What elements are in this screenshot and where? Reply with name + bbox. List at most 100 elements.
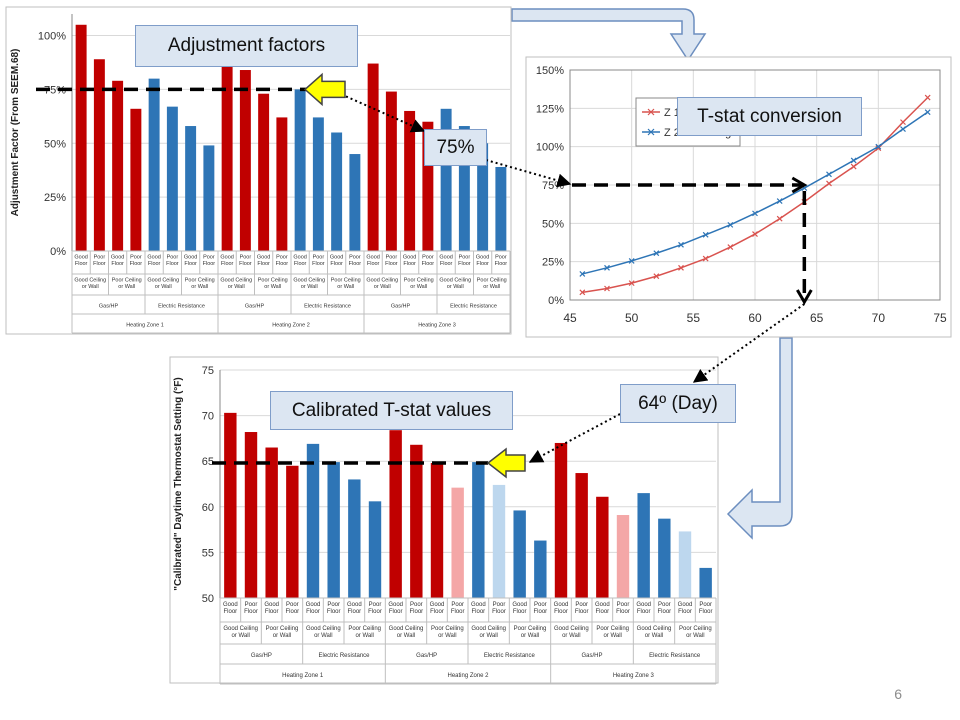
series-point	[702, 231, 709, 238]
x-category-floor: Good	[366, 255, 379, 261]
x-category-floor: Poor	[369, 602, 382, 608]
x-category-floor: Poor	[534, 602, 547, 608]
x-category-fuel: Electric Resistance	[649, 653, 701, 659]
bar	[554, 442, 568, 598]
x-category-floor: Good	[347, 602, 362, 608]
bar	[265, 447, 278, 598]
legend-label: Z 1	[664, 107, 680, 119]
bar	[472, 462, 485, 598]
x-category-floor: Floor	[678, 609, 692, 615]
x-category-ceiling: Poor Ceiling	[185, 278, 215, 284]
flow-arrow-top-right	[511, 8, 707, 62]
bar	[430, 463, 444, 598]
bar	[306, 443, 320, 598]
bar	[385, 91, 397, 252]
x-category-ceiling: or Wall	[374, 284, 391, 290]
flow-arrow-bottom-right	[726, 337, 793, 540]
x-category-ceiling: or Wall	[231, 633, 249, 639]
x-category-floor: Floor	[276, 261, 289, 267]
x-category-floor: Poor	[459, 255, 471, 261]
y-tick-label: 60	[202, 502, 214, 514]
x-category-floor: Floor	[699, 609, 713, 615]
x-tick-label: 60	[748, 311, 762, 325]
x-category-ceiling: or Wall	[645, 633, 663, 639]
yellow-arrow-bottom	[486, 447, 526, 479]
x-category-floor: Floor	[385, 261, 398, 267]
x-category-ceiling: or Wall	[155, 284, 172, 290]
x-category-floor: Floor	[451, 609, 465, 615]
x-category-ceiling: Good Ceiling	[74, 278, 106, 284]
x-category-floor: Poor	[240, 255, 252, 261]
x-category-floor: Floor	[294, 261, 307, 267]
x-category-floor: Poor	[276, 255, 288, 261]
x-category-floor: Poor	[495, 255, 507, 261]
x-category-ceiling: Poor Ceiling	[431, 626, 464, 632]
x-category-floor: Poor	[245, 602, 258, 608]
x-category-floor: Good	[147, 255, 160, 261]
x-category-fuel: Electric Resistance	[304, 304, 351, 310]
x-category-floor: Poor	[327, 602, 340, 608]
bar	[331, 132, 343, 251]
y-tick-label: 125%	[536, 103, 564, 115]
bar	[658, 518, 671, 598]
bar	[513, 510, 526, 598]
x-category-floor: Good	[636, 602, 651, 608]
x-category-floor: Floor	[409, 609, 423, 615]
x-category-floor: Poor	[658, 602, 671, 608]
series-point	[653, 273, 660, 280]
x-category-floor: Floor	[458, 261, 471, 267]
y-tick-label: 75%	[44, 84, 66, 96]
x-category-floor: Floor	[330, 261, 343, 267]
x-category-floor: Good	[554, 602, 569, 608]
x-category-floor: Good	[403, 255, 416, 261]
x-category-ceiling: Good Ceiling	[471, 626, 506, 632]
x-category-floor: Floor	[367, 261, 380, 267]
bar	[575, 473, 588, 598]
x-category-floor: Floor	[184, 261, 197, 267]
bar	[368, 501, 382, 598]
x-category-floor: Floor	[285, 609, 299, 615]
x-category-floor: Poor	[286, 602, 299, 608]
bar	[534, 540, 547, 598]
x-category-floor: Floor	[616, 609, 630, 615]
bar	[93, 59, 105, 251]
series-point	[702, 255, 709, 262]
series-point	[924, 109, 931, 116]
bar	[492, 484, 506, 598]
y-tick-label: 100%	[38, 31, 66, 43]
series-point	[850, 163, 857, 170]
series-point	[579, 289, 586, 296]
bar	[616, 515, 630, 598]
x-category-ceiling: Good Ceiling	[223, 626, 258, 632]
x-category-floor: Poor	[422, 255, 434, 261]
bar	[75, 24, 87, 251]
x-category-ceiling: Good Ceiling	[366, 278, 398, 284]
bar	[349, 154, 361, 251]
x-category-ceiling: or Wall	[397, 633, 415, 639]
x-category-floor: Poor	[451, 602, 464, 608]
bar	[239, 70, 251, 251]
y-tick-label: 25%	[542, 257, 564, 269]
x-tick-label: 75	[933, 311, 947, 325]
x-category-ceiling: Poor Ceiling	[477, 278, 507, 284]
series-point	[776, 198, 783, 205]
callout-64-day: 64º (Day)	[620, 384, 736, 423]
bar	[244, 432, 258, 598]
series-point	[678, 264, 684, 271]
series-point	[727, 244, 734, 251]
series-point	[826, 180, 832, 187]
y-tick-label: 0%	[50, 246, 66, 258]
x-category-zone: Heating Zone 3	[418, 323, 456, 329]
x-category-fuel: Gas/HP	[391, 304, 411, 310]
bar	[404, 110, 416, 251]
x-category-ceiling: or Wall	[118, 284, 135, 290]
x-category-floor: Floor	[148, 261, 161, 267]
series-point	[900, 126, 906, 132]
x-category-ceiling: Poor Ceiling	[514, 626, 547, 632]
x-category-fuel: Electric Resistance	[318, 653, 370, 659]
series-point	[776, 215, 783, 222]
x-category-floor: Poor	[349, 255, 361, 261]
x-category-floor: Floor	[75, 261, 88, 267]
x-category-floor: Floor	[554, 609, 568, 615]
bar	[327, 462, 340, 598]
